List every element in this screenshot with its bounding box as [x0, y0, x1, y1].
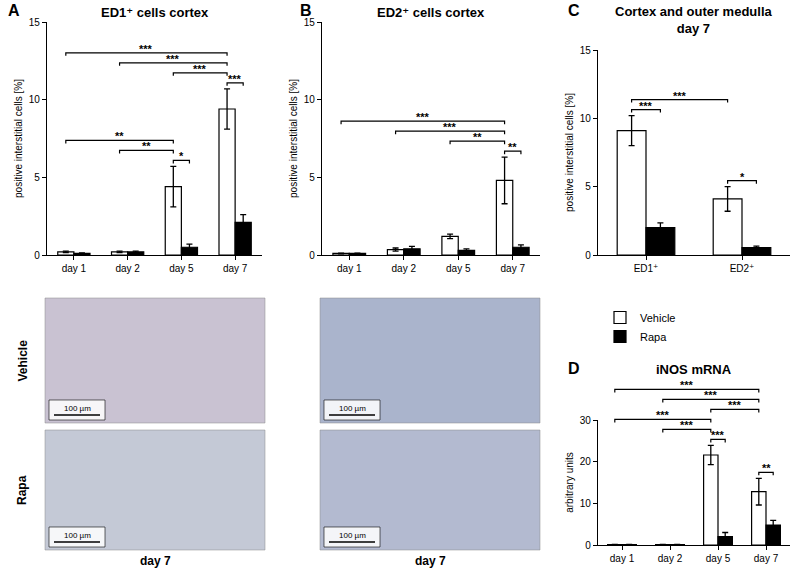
svg-text:***: ***: [656, 409, 670, 421]
svg-text:**: **: [473, 131, 482, 143]
svg-text:100 µm: 100 µm: [339, 404, 366, 413]
svg-text:*: *: [740, 171, 745, 183]
svg-text:0: 0: [309, 250, 315, 261]
svg-text:day 5: day 5: [446, 263, 471, 274]
svg-text:5: 5: [585, 181, 591, 192]
svg-text:***: ***: [228, 73, 242, 85]
svg-text:***: ***: [139, 43, 153, 55]
svg-text:10: 10: [580, 113, 592, 124]
svg-text:iNOS mRNA: iNOS mRNA: [656, 362, 732, 377]
svg-text:100 µm: 100 µm: [64, 404, 91, 413]
svg-text:10: 10: [29, 94, 41, 105]
svg-text:day 7: day 7: [754, 553, 779, 564]
svg-text:30: 30: [580, 415, 592, 426]
svg-text:Rapa: Rapa: [640, 331, 667, 343]
svg-text:100 µm: 100 µm: [64, 531, 91, 540]
svg-text:***: ***: [711, 429, 725, 441]
svg-text:day 7: day 7: [501, 263, 526, 274]
svg-text:***: ***: [639, 100, 653, 112]
svg-text:day 1: day 1: [62, 263, 87, 274]
svg-text:C: C: [568, 2, 580, 19]
svg-text:A: A: [8, 2, 20, 19]
svg-text:**: **: [762, 462, 771, 474]
svg-text:positive interstitial cells [%: positive interstitial cells [%]: [13, 79, 24, 198]
svg-text:ED1⁺ cells cortex: ED1⁺ cells cortex: [101, 5, 209, 20]
svg-text:positive interstitial cells [%: positive interstitial cells [%]: [564, 93, 575, 212]
svg-text:arbitrary units: arbitrary units: [564, 452, 575, 513]
svg-text:5: 5: [34, 172, 40, 183]
svg-text:D: D: [568, 360, 580, 377]
svg-text:0: 0: [585, 540, 591, 551]
svg-text:15: 15: [580, 45, 592, 56]
svg-text:Cortex and outer medulladay 7: Cortex and outer medulladay 7: [615, 4, 773, 36]
svg-text:10: 10: [304, 94, 316, 105]
svg-text:day 1: day 1: [337, 263, 362, 274]
svg-text:0: 0: [34, 250, 40, 261]
svg-text:Vehicle: Vehicle: [16, 340, 30, 382]
svg-text:***: ***: [680, 379, 694, 391]
svg-text:day 7: day 7: [140, 554, 171, 568]
svg-text:5: 5: [309, 172, 315, 183]
svg-text:day 7: day 7: [415, 554, 446, 568]
svg-text:day 2: day 2: [115, 263, 140, 274]
svg-text:**: **: [115, 130, 124, 142]
svg-text:10: 10: [580, 498, 592, 509]
svg-text:day 5: day 5: [706, 553, 731, 564]
svg-text:B: B: [300, 2, 312, 19]
svg-text:***: ***: [704, 389, 718, 401]
svg-text:100 µm: 100 µm: [339, 531, 366, 540]
svg-text:**: **: [142, 140, 151, 152]
svg-text:15: 15: [304, 17, 316, 28]
svg-text:15: 15: [29, 17, 41, 28]
svg-text:20: 20: [580, 456, 592, 467]
svg-text:Vehicle: Vehicle: [640, 312, 675, 324]
svg-text:***: ***: [193, 63, 207, 75]
svg-text:***: ***: [673, 90, 687, 102]
svg-text:***: ***: [443, 121, 457, 133]
svg-text:day 7: day 7: [223, 263, 248, 274]
svg-text:Rapa: Rapa: [15, 475, 29, 505]
svg-text:**: **: [508, 141, 517, 153]
svg-text:day 2: day 2: [392, 263, 417, 274]
svg-text:***: ***: [680, 419, 694, 431]
svg-text:***: ***: [416, 111, 430, 123]
svg-text:ED2⁺: ED2⁺: [730, 263, 755, 274]
svg-text:***: ***: [728, 399, 742, 411]
svg-text:ED2⁺ cells cortex: ED2⁺ cells cortex: [377, 5, 485, 20]
svg-text:day 2: day 2: [658, 553, 683, 564]
svg-text:day 5: day 5: [169, 263, 194, 274]
svg-text:0: 0: [585, 250, 591, 261]
svg-text:ED1⁺: ED1⁺: [634, 263, 659, 274]
svg-text:positive interstitial cells [%: positive interstitial cells [%]: [288, 79, 299, 198]
svg-text:***: ***: [166, 53, 180, 65]
svg-text:day 1: day 1: [610, 553, 635, 564]
svg-text:*: *: [179, 150, 184, 162]
